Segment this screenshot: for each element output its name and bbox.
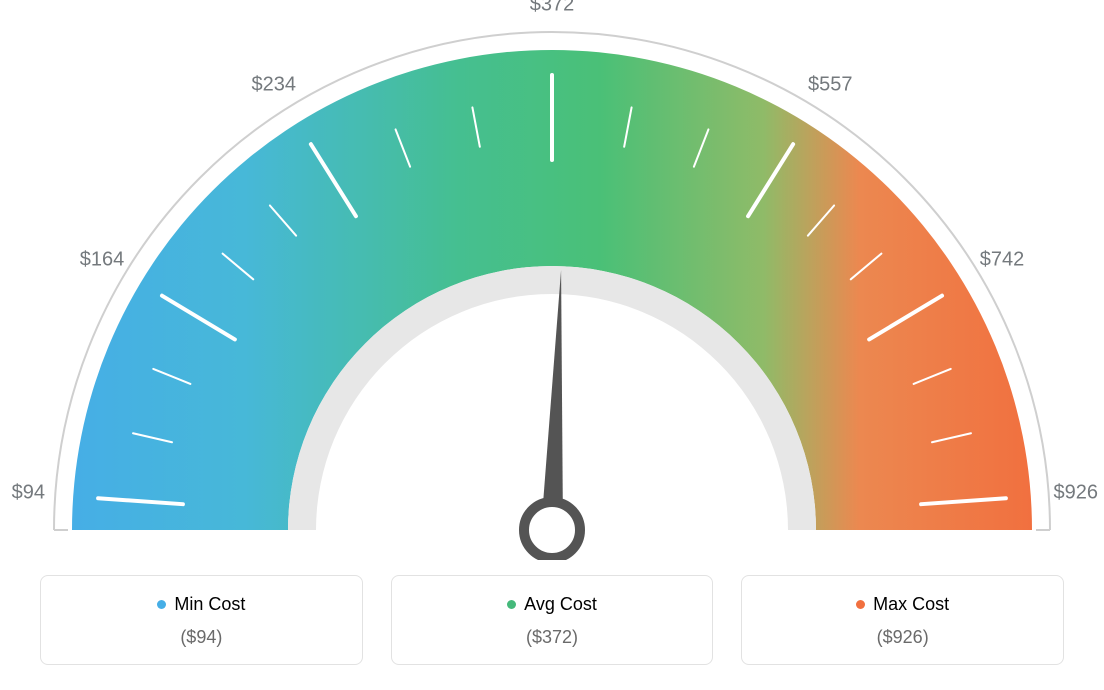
legend-row: Min Cost ($94) Avg Cost ($372) Max Cost … — [40, 575, 1064, 665]
legend-dot-max — [856, 600, 865, 609]
legend-title-max: Max Cost — [856, 594, 949, 615]
legend-dot-avg — [507, 600, 516, 609]
legend-label-avg: Avg Cost — [524, 594, 597, 615]
gauge-tick-label: $742 — [980, 248, 1025, 271]
gauge-tick-label: $234 — [252, 73, 297, 96]
legend-title-min: Min Cost — [157, 594, 245, 615]
legend-card-max: Max Cost ($926) — [741, 575, 1064, 665]
legend-dot-min — [157, 600, 166, 609]
legend-title-avg: Avg Cost — [507, 594, 597, 615]
legend-value-avg: ($372) — [402, 627, 703, 648]
gauge-tick-label: $164 — [80, 248, 125, 271]
legend-value-max: ($926) — [752, 627, 1053, 648]
gauge-area: $94 $164 $234 $372 $557 $742 $926 — [0, 0, 1104, 560]
cost-gauge-chart: $94 $164 $234 $372 $557 $742 $926 Min Cost ($9… — [0, 0, 1104, 690]
legend-value-min: ($94) — [51, 627, 352, 648]
legend-card-avg: Avg Cost ($372) — [391, 575, 714, 665]
gauge-svg — [0, 0, 1104, 560]
legend-label-min: Min Cost — [174, 594, 245, 615]
legend-label-max: Max Cost — [873, 594, 949, 615]
gauge-tick-label: $926 — [1053, 482, 1098, 505]
gauge-tick-label: $557 — [808, 73, 853, 96]
legend-card-min: Min Cost ($94) — [40, 575, 363, 665]
gauge-tick-label: $372 — [530, 0, 575, 17]
gauge-tick-label: $94 — [12, 482, 45, 505]
